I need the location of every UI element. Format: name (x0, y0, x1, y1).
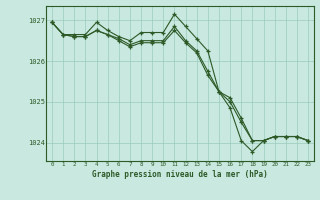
X-axis label: Graphe pression niveau de la mer (hPa): Graphe pression niveau de la mer (hPa) (92, 170, 268, 179)
